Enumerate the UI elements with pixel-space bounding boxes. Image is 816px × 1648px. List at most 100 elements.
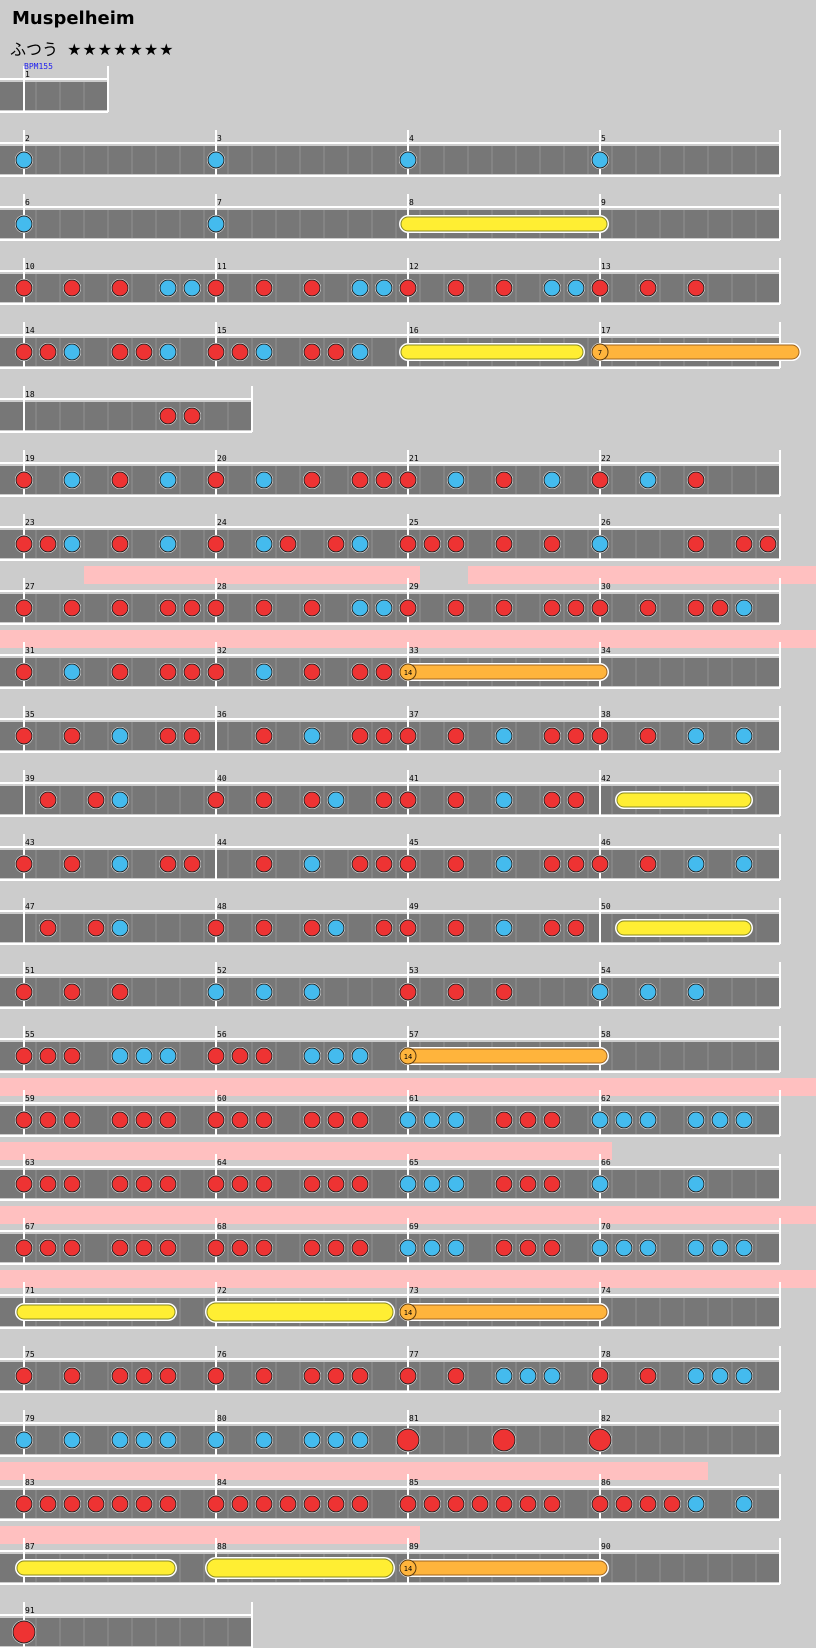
gogo-band xyxy=(0,1462,708,1480)
measure-number: 10 xyxy=(25,262,35,271)
ka-note xyxy=(63,343,81,361)
measure-number: 63 xyxy=(25,1158,35,1167)
ka-note xyxy=(447,1239,465,1257)
ka-note xyxy=(495,855,513,873)
bpm-label: BPM155 xyxy=(24,62,53,71)
don-note xyxy=(135,343,153,361)
ka-note xyxy=(111,919,129,937)
measure-number: 67 xyxy=(25,1222,35,1231)
don-note xyxy=(303,1175,321,1193)
ka-note xyxy=(423,1111,441,1129)
don-note xyxy=(447,791,465,809)
don-note xyxy=(351,855,369,873)
don-note xyxy=(39,535,57,553)
don-note xyxy=(255,727,273,745)
don-note xyxy=(567,791,585,809)
don-note xyxy=(351,1175,369,1193)
measure-number: 13 xyxy=(601,262,611,271)
don-note xyxy=(447,855,465,873)
don-note xyxy=(15,727,33,745)
measure-number: 12 xyxy=(409,262,419,271)
don-note xyxy=(495,1175,513,1193)
don-note xyxy=(375,855,393,873)
don-note xyxy=(639,1367,657,1385)
don-note xyxy=(303,1111,321,1129)
measure-number: 8 xyxy=(409,198,414,207)
don-note xyxy=(471,1495,489,1513)
don-note xyxy=(159,663,177,681)
ka-note xyxy=(159,1047,177,1065)
ka-note xyxy=(639,1111,657,1129)
ka-note xyxy=(351,535,369,553)
measure-number: 33 xyxy=(409,646,419,655)
ka-note xyxy=(159,471,177,489)
don-note xyxy=(15,1495,33,1513)
don-note xyxy=(639,727,657,745)
drumroll-note xyxy=(15,1303,177,1321)
don-note xyxy=(15,1047,33,1065)
don-note xyxy=(39,1047,57,1065)
measure-number: 70 xyxy=(601,1222,611,1231)
don-note xyxy=(327,1239,345,1257)
big-don-note xyxy=(492,1428,516,1452)
measure-number: 61 xyxy=(409,1094,419,1103)
don-note xyxy=(111,1175,129,1193)
ka-note xyxy=(351,599,369,617)
note-outline xyxy=(16,1304,176,1320)
don-note xyxy=(255,1047,273,1065)
don-note xyxy=(135,1495,153,1513)
don-note xyxy=(63,1367,81,1385)
don-note xyxy=(207,279,225,297)
gogo-band xyxy=(84,566,420,584)
don-note xyxy=(399,791,417,809)
gogo-band xyxy=(0,1142,612,1160)
ka-note xyxy=(207,983,225,1001)
ka-note xyxy=(687,1239,705,1257)
don-note xyxy=(207,599,225,617)
ka-note xyxy=(447,471,465,489)
ka-note xyxy=(591,151,609,169)
measure-number: 91 xyxy=(25,1606,35,1615)
ka-note xyxy=(543,471,561,489)
don-note xyxy=(63,983,81,1001)
lane xyxy=(0,1170,780,1198)
don-note xyxy=(255,1175,273,1193)
don-note xyxy=(255,1495,273,1513)
lane xyxy=(0,210,780,238)
don-note xyxy=(207,791,225,809)
don-note xyxy=(639,1495,657,1513)
measure-number: 65 xyxy=(409,1158,419,1167)
don-note xyxy=(111,535,129,553)
don-note xyxy=(351,1495,369,1513)
don-note xyxy=(135,1367,153,1385)
measure-number: 30 xyxy=(601,582,611,591)
don-note xyxy=(279,535,297,553)
don-note xyxy=(231,343,249,361)
ka-note xyxy=(519,1367,537,1385)
don-note xyxy=(159,727,177,745)
measure-number: 82 xyxy=(601,1414,611,1423)
don-note xyxy=(39,919,57,937)
don-note xyxy=(207,1175,225,1193)
ka-note xyxy=(159,1431,177,1449)
drumroll-note xyxy=(15,1559,177,1577)
ka-note xyxy=(159,279,177,297)
don-note xyxy=(159,1495,177,1513)
don-note xyxy=(63,855,81,873)
balloon-note xyxy=(399,1047,609,1065)
ka-note xyxy=(735,727,753,745)
ka-note xyxy=(735,1111,753,1129)
measure-number: 11 xyxy=(217,262,227,271)
don-note xyxy=(543,1239,561,1257)
don-note xyxy=(207,1239,225,1257)
don-note xyxy=(447,919,465,937)
ka-note xyxy=(615,1111,633,1129)
don-note xyxy=(495,1495,513,1513)
measure-number: 15 xyxy=(217,326,227,335)
measure-number: 85 xyxy=(409,1478,419,1487)
ka-note xyxy=(135,1047,153,1065)
don-note xyxy=(15,1367,33,1385)
don-note xyxy=(135,1111,153,1129)
ka-note xyxy=(687,983,705,1001)
measure-number: 32 xyxy=(217,646,227,655)
